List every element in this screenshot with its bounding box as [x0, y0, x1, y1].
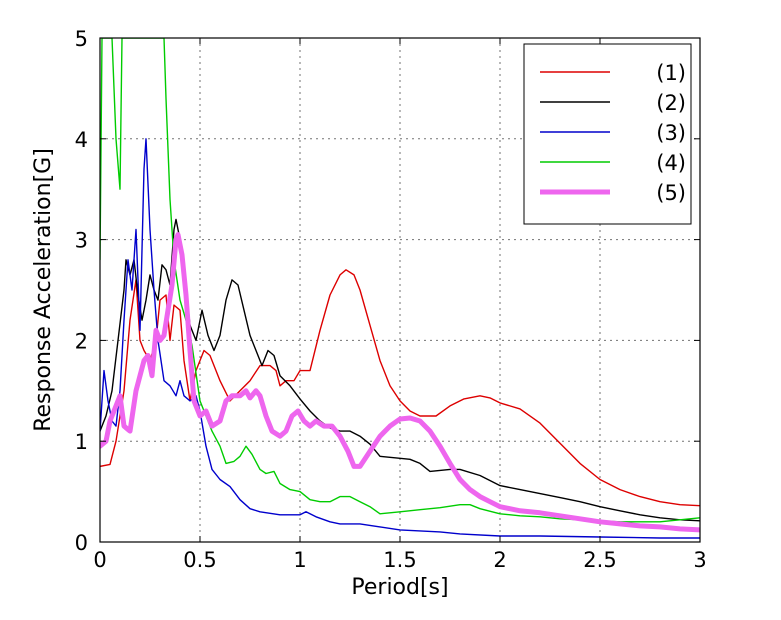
axis-ticks: 0 0.5 1 1.5 2 2.5 3 0 1 2 3 4 5	[75, 27, 707, 572]
legend-label-5: (5)	[656, 181, 686, 205]
x-tick-label: 1.5	[383, 548, 416, 572]
x-tick-label: 1	[293, 548, 306, 572]
series-line-2	[100, 218, 700, 522]
y-tick-label: 4	[75, 128, 88, 152]
series-line-4	[100, 38, 700, 523]
legend-label-1: (1)	[656, 61, 686, 85]
legend-label-4: (4)	[656, 151, 686, 175]
legend: (1) (2) (3) (4) (5)	[523, 43, 692, 225]
y-tick-label: 0	[75, 531, 88, 555]
y-tick-label: 5	[75, 27, 88, 51]
legend-label-3: (3)	[656, 121, 686, 145]
series-line-5	[100, 232, 700, 533]
y-tick-label: 1	[75, 430, 88, 454]
grid	[100, 38, 700, 542]
x-axis-title: Period[s]	[351, 575, 448, 600]
x-tick-label: 2.5	[583, 548, 616, 572]
x-tick-label: 3	[693, 548, 706, 572]
y-axis-title: Response Acceleration[G]	[31, 148, 56, 432]
x-tick-label: 0.5	[183, 548, 216, 572]
x-tick-label: 0	[93, 548, 106, 572]
legend-label-2: (2)	[656, 91, 686, 115]
series-line-3	[100, 138, 700, 539]
y-tick-label: 3	[75, 229, 88, 253]
series-line-1	[100, 269, 700, 507]
x-tick-label: 2	[493, 548, 506, 572]
series-group	[100, 38, 700, 539]
y-tick-label: 2	[75, 329, 88, 353]
